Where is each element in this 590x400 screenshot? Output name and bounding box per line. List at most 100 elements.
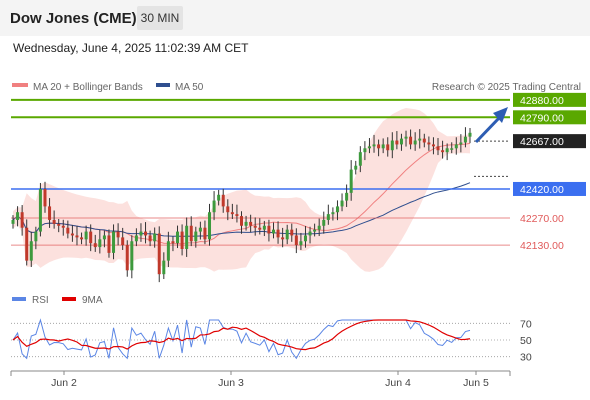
candle-body	[166, 241, 170, 261]
rsi-tick-label: 70	[520, 318, 532, 330]
candle-body	[43, 188, 47, 207]
candle-body	[176, 231, 180, 244]
candle-body	[427, 142, 431, 145]
candle-body	[450, 148, 454, 150]
ma20-legend-swatch	[12, 83, 28, 87]
ma50-legend-swatch	[156, 83, 170, 87]
bollinger-band	[13, 107, 470, 272]
candle-body	[463, 136, 467, 143]
candle-body	[134, 235, 138, 242]
candle-body	[203, 227, 207, 240]
candle-body	[11, 219, 15, 224]
candle-body	[157, 233, 161, 275]
rsi-legend-swatch	[12, 297, 26, 301]
candle-body	[367, 146, 371, 149]
rsi-ma9-line	[12, 319, 471, 351]
candle-body	[217, 194, 221, 201]
candle-body	[349, 169, 353, 193]
trend-arrow	[474, 107, 508, 144]
candle-body	[198, 227, 202, 232]
ma20-legend-label: MA 20 + Bollinger Bands	[33, 82, 143, 93]
candle-body	[317, 225, 321, 230]
candle-body	[454, 144, 458, 149]
candle-body	[313, 229, 317, 232]
x-axis-label: Jun 4	[385, 377, 411, 389]
candle-body	[409, 136, 413, 145]
rsi-line	[12, 318, 471, 360]
candle-body	[290, 229, 294, 236]
candle-body	[281, 237, 285, 240]
candle-body	[226, 206, 230, 213]
trend-arrow-head	[493, 107, 508, 123]
candle-body	[130, 241, 134, 271]
level-label: 42790.00	[520, 112, 564, 124]
x-axis-label: Jun 2	[51, 377, 77, 389]
candle-body	[340, 200, 344, 207]
candle-body	[57, 223, 61, 226]
candle-body	[399, 138, 403, 145]
credit-label: Research © 2025 Trading Central	[432, 82, 581, 93]
candle-body	[345, 192, 349, 201]
candle-body	[171, 241, 175, 244]
trend-arrow-shaft	[474, 115, 502, 144]
candle-body	[258, 227, 262, 230]
candle-body	[80, 237, 84, 240]
candle-body	[102, 235, 106, 240]
candle-body	[230, 212, 234, 215]
candle-body	[20, 212, 24, 228]
x-axis-label: Jun 5	[463, 377, 489, 389]
candle-body	[48, 206, 52, 220]
timeframe-button[interactable]: 30 MIN	[137, 6, 183, 30]
candle-body	[468, 132, 472, 137]
candle-body	[386, 144, 390, 151]
x-axis-label: Jun 3	[218, 377, 244, 389]
candle-body	[180, 231, 184, 250]
ma9-legend-swatch	[62, 297, 76, 301]
candle-body	[125, 245, 129, 271]
candle-body	[244, 221, 248, 226]
candle-body	[308, 231, 312, 236]
candle-body	[404, 136, 408, 139]
candle-body	[422, 138, 426, 143]
candle-body	[459, 142, 463, 145]
ma9-legend-label: 9MA	[82, 295, 103, 306]
ma50-legend-label: MA 50	[175, 82, 204, 93]
candle-body	[116, 231, 120, 238]
level-label: 42270.00	[520, 213, 564, 225]
candle-body	[25, 227, 29, 261]
candle-body	[148, 235, 152, 242]
candle-body	[144, 231, 148, 236]
candle-body	[34, 231, 38, 242]
candle-body	[98, 239, 102, 248]
level-label: 42880.00	[520, 95, 564, 107]
candle-body	[358, 152, 362, 166]
resistance-label-bg	[513, 110, 586, 125]
candle-body	[89, 231, 93, 244]
candle-body	[70, 233, 74, 236]
candle-body	[162, 260, 166, 275]
candle-body	[418, 138, 422, 141]
candle-body	[299, 241, 303, 246]
rsi-tick-label: 30	[520, 352, 532, 364]
candle-body	[52, 219, 56, 224]
candle-body	[61, 225, 65, 228]
candle-body	[121, 237, 125, 246]
level-labels: 42880.00 42790.00 42667.00 42420.00 42270.00…	[513, 92, 586, 252]
datetime-label: Wednesday, June 4, 2025 11:02:39 AM CET	[13, 41, 249, 55]
candle-body	[253, 225, 257, 228]
last-price-label-bg	[513, 134, 586, 149]
rsi-panel: 70 50 30	[11, 318, 532, 364]
candle-body	[221, 194, 225, 207]
candle-body	[93, 243, 97, 248]
candles	[11, 127, 472, 283]
candle-body	[354, 165, 358, 170]
x-axis: Jun 2 Jun 3 Jun 4 Jun 5	[10, 370, 511, 389]
candle-body	[377, 144, 381, 149]
resistance-label-bg	[513, 92, 586, 107]
candle-body	[153, 233, 157, 242]
candle-body	[185, 225, 189, 250]
candle-body	[235, 214, 239, 217]
candle-body	[38, 188, 42, 232]
candle-body	[107, 235, 111, 253]
